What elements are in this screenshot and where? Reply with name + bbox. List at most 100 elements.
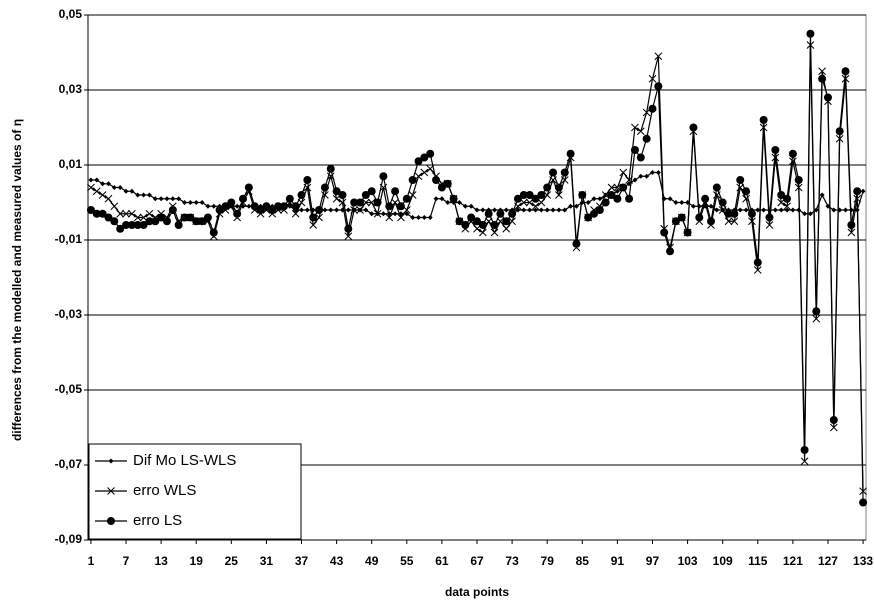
marker — [473, 217, 481, 226]
marker — [802, 211, 808, 217]
marker — [233, 209, 242, 218]
marker — [554, 183, 563, 192]
marker — [145, 217, 154, 226]
marker — [724, 217, 733, 226]
x-tick-label: 7 — [123, 554, 130, 568]
x-tick-label: 85 — [576, 554, 590, 568]
marker — [391, 187, 400, 196]
marker — [532, 207, 538, 213]
x-tick-label: 61 — [435, 554, 449, 568]
marker — [813, 207, 819, 213]
marker — [151, 217, 160, 226]
marker — [356, 198, 365, 207]
marker — [361, 191, 370, 199]
marker — [117, 185, 123, 190]
x-tick-label: 121 — [783, 554, 803, 568]
marker — [127, 221, 136, 229]
marker — [521, 207, 527, 213]
marker — [772, 207, 778, 213]
marker — [332, 187, 341, 196]
marker — [537, 191, 546, 199]
marker — [812, 314, 821, 323]
marker — [543, 183, 552, 192]
marker — [636, 127, 645, 136]
marker — [737, 207, 743, 213]
marker — [107, 517, 115, 525]
marker — [812, 307, 821, 316]
marker — [490, 228, 499, 237]
marker — [367, 198, 376, 207]
marker — [654, 82, 663, 91]
marker — [601, 198, 610, 207]
marker — [198, 217, 207, 226]
marker — [747, 209, 756, 218]
marker — [690, 203, 696, 209]
marker — [445, 200, 451, 205]
marker — [478, 221, 487, 229]
marker — [578, 191, 587, 199]
marker — [145, 209, 154, 218]
marker — [192, 217, 201, 226]
marker — [437, 183, 446, 192]
marker — [309, 221, 318, 229]
marker — [385, 202, 394, 211]
marker — [369, 211, 375, 217]
marker — [174, 221, 183, 229]
marker — [426, 149, 435, 158]
marker — [234, 203, 240, 209]
marker — [350, 198, 359, 207]
marker — [203, 213, 212, 222]
x-tick-label: 73 — [505, 554, 519, 568]
marker — [239, 194, 248, 203]
marker — [568, 203, 574, 209]
marker — [825, 203, 831, 209]
marker — [706, 217, 715, 226]
x-tick-label: 55 — [400, 554, 414, 568]
marker — [714, 207, 720, 213]
marker — [572, 239, 581, 248]
marker — [595, 206, 604, 214]
marker — [304, 207, 310, 213]
marker — [560, 168, 569, 177]
x-tick-label: 97 — [646, 554, 660, 568]
marker — [158, 196, 164, 202]
marker — [187, 200, 193, 205]
legend-label: erro WLS — [133, 482, 196, 499]
marker — [677, 213, 686, 222]
marker — [847, 228, 856, 237]
marker — [356, 206, 364, 214]
marker — [597, 196, 603, 202]
marker — [291, 202, 300, 211]
marker — [591, 196, 597, 202]
marker — [443, 179, 452, 188]
marker — [673, 200, 679, 205]
marker — [338, 191, 347, 199]
marker — [755, 207, 761, 213]
x-tick-label: 43 — [330, 554, 344, 568]
marker — [503, 207, 509, 213]
marker — [508, 217, 516, 226]
marker — [544, 207, 550, 213]
x-tick-label: 37 — [295, 554, 309, 568]
marker — [818, 74, 827, 83]
marker — [123, 188, 129, 194]
marker — [730, 209, 739, 218]
marker — [765, 213, 774, 222]
marker — [322, 207, 328, 213]
marker — [743, 207, 749, 213]
marker — [128, 209, 136, 218]
marker — [625, 194, 634, 203]
marker — [632, 177, 638, 183]
marker — [199, 200, 205, 205]
marker — [193, 200, 199, 205]
marker — [186, 213, 195, 222]
x-tick-label: 13 — [154, 554, 168, 568]
marker — [667, 196, 673, 202]
marker — [835, 127, 844, 136]
y-tick-label: -0,05 — [55, 382, 83, 396]
x-tick-label: 25 — [225, 554, 239, 568]
marker — [157, 213, 166, 222]
marker — [100, 181, 106, 187]
marker — [363, 207, 369, 213]
marker — [135, 192, 141, 198]
